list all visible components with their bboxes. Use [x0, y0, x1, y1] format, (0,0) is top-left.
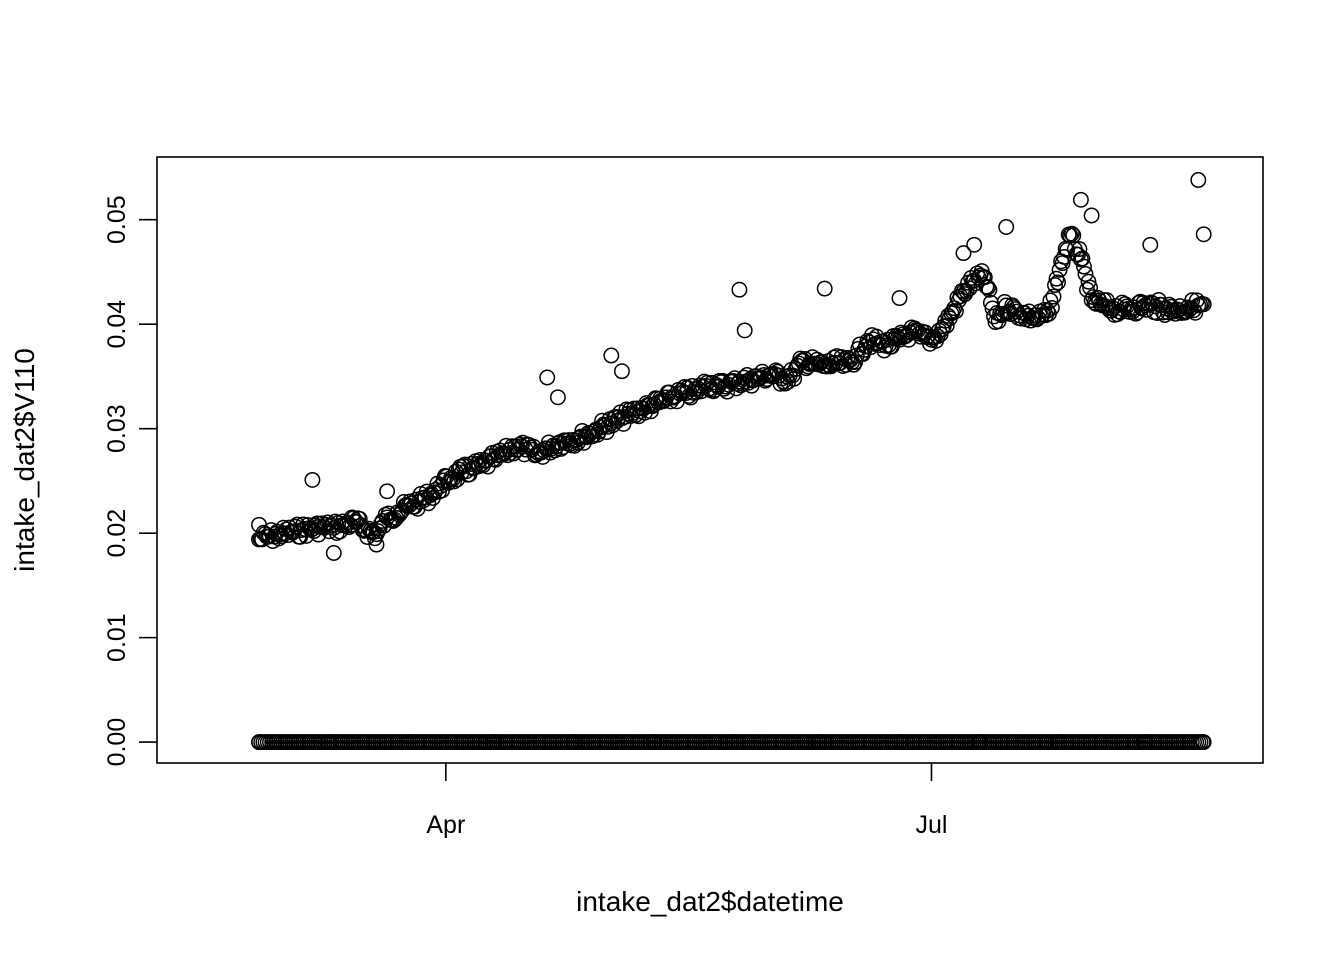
data-point	[400, 734, 417, 751]
data-point	[325, 545, 342, 561]
data-point	[1112, 304, 1129, 321]
data-point	[1136, 734, 1153, 751]
data-point	[646, 734, 662, 751]
data-point	[1059, 242, 1076, 258]
data-point	[726, 734, 742, 751]
data-point	[1063, 225, 1080, 242]
data-point	[534, 448, 551, 465]
data-point	[971, 734, 988, 751]
plot-frame	[156, 156, 1264, 764]
data-point	[1195, 296, 1212, 313]
data-point	[1161, 296, 1178, 313]
data-point	[1045, 288, 1062, 305]
zero-value-points	[251, 734, 1211, 751]
data-point	[1039, 302, 1056, 319]
data-point	[833, 349, 850, 366]
data-point	[1047, 277, 1063, 294]
y-tick-label: 0.04	[103, 300, 131, 349]
data-point	[565, 734, 582, 751]
data-point	[1022, 312, 1039, 329]
data-point	[1195, 734, 1212, 751]
data-point	[1050, 274, 1066, 291]
x-axis-title: intake_dat2$datetime	[576, 886, 844, 917]
y-tick-label: 0.00	[103, 718, 131, 767]
data-point	[734, 375, 751, 392]
data-point	[891, 734, 908, 751]
y-tick-label: 0.03	[103, 404, 131, 453]
data-point	[1074, 250, 1091, 267]
data-point	[725, 372, 742, 389]
data-point	[966, 236, 983, 253]
data-point	[731, 281, 748, 298]
data-point	[845, 356, 862, 373]
x-tick-label: Jul	[915, 811, 947, 839]
data-point	[1195, 226, 1212, 243]
data-point	[1043, 299, 1060, 316]
data-point	[379, 483, 396, 500]
data-point	[485, 734, 502, 751]
y-axis-title: intake_dat2$V110	[9, 348, 40, 572]
data-point	[1082, 279, 1099, 296]
data-point	[469, 455, 486, 472]
data-point	[251, 734, 267, 751]
data-point	[539, 369, 556, 386]
data-point	[1072, 191, 1089, 208]
data-point	[289, 516, 306, 533]
data-point	[998, 219, 1015, 235]
data-point	[981, 281, 998, 298]
data-point	[1190, 172, 1207, 188]
y-tick-label: 0.05	[103, 195, 131, 244]
y-tick-label: 0.02	[103, 509, 131, 558]
data-point	[1142, 236, 1159, 253]
data-point	[251, 516, 267, 533]
data-point	[736, 322, 753, 339]
data-point	[1080, 273, 1097, 290]
x-tick-label: Apr	[426, 811, 465, 839]
data-point	[1051, 734, 1068, 751]
data-point	[816, 280, 833, 297]
data-point	[979, 279, 996, 296]
data-point	[955, 245, 972, 262]
data-point	[549, 389, 566, 406]
data-point	[1184, 292, 1201, 309]
data-point	[1071, 241, 1088, 258]
data-point	[368, 536, 385, 553]
data-point	[304, 471, 321, 488]
data-point	[603, 347, 620, 364]
data-point	[320, 734, 337, 751]
data-point	[1083, 207, 1100, 224]
y-tick-label: 0.01	[103, 613, 131, 662]
data-point	[851, 336, 868, 353]
data-points	[251, 172, 1212, 751]
y-axis: 0.00 0.01 0.02 0.03 0.04 0.05	[103, 195, 157, 766]
data-point	[891, 290, 908, 307]
data-point	[1098, 292, 1115, 309]
data-point	[613, 363, 630, 380]
data-point	[1135, 294, 1152, 311]
data-point	[811, 734, 828, 751]
data-point	[1149, 305, 1166, 321]
data-point	[1042, 292, 1059, 309]
data-point	[1076, 258, 1092, 275]
data-point	[656, 392, 673, 409]
x-axis: Apr Jul	[426, 763, 947, 839]
data-point	[954, 282, 970, 299]
data-point	[957, 286, 973, 303]
data-point	[934, 321, 951, 338]
